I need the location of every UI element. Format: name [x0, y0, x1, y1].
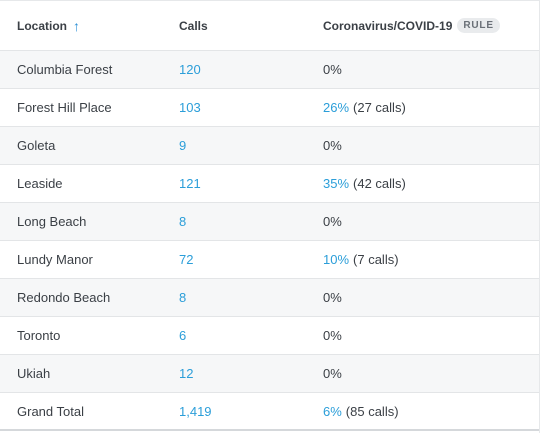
- covid-value: 0%: [323, 290, 342, 305]
- column-header-covid[interactable]: Coronavirus/COVID-19 RULE: [323, 1, 500, 50]
- table-row: Goleta 9 0%: [0, 127, 539, 165]
- table-row: Columbia Forest 120 0%: [0, 51, 539, 89]
- covid-percent: 0%: [323, 214, 342, 229]
- location-name: Ukiah: [17, 366, 51, 381]
- calls-cell: 120: [179, 51, 201, 88]
- covid-calls-count: (42 calls): [353, 176, 406, 191]
- calls-link[interactable]: 12: [179, 366, 194, 381]
- calls-cell: 6: [179, 317, 186, 354]
- covid-cell: 0%: [323, 279, 342, 316]
- location-cell: Lundy Manor: [17, 241, 93, 278]
- location-cell: Ukiah: [17, 355, 50, 392]
- covid-percent: 0%: [323, 290, 342, 305]
- arrow-up-icon[interactable]: ↑: [73, 17, 80, 34]
- location-cell: Columbia Forest: [17, 51, 112, 88]
- covid-cell: 0%: [323, 127, 342, 164]
- location-name: Forest Hill Place: [17, 100, 112, 115]
- covid-percent: 0%: [323, 366, 342, 381]
- column-header-covid-label: Coronavirus/COVID-19: [323, 18, 453, 33]
- calls-link[interactable]: 120: [179, 62, 201, 77]
- table-header: Location ↑ Calls Coronavirus/COVID-19 RU…: [0, 1, 539, 51]
- location-name: Columbia Forest: [17, 62, 113, 77]
- grand-total-calls-link[interactable]: 1,419: [179, 403, 212, 419]
- location-name: Long Beach: [17, 214, 87, 229]
- covid-cell: 0%: [323, 51, 342, 88]
- grand-total-covid-calls-count: (85 calls): [345, 403, 399, 419]
- calls-cell: 12: [179, 355, 193, 392]
- covid-value: 0%: [323, 366, 342, 381]
- table-row: Leaside 121 35% (42 calls): [0, 165, 539, 203]
- covid-cell: 0%: [323, 355, 342, 392]
- covid-percent-link[interactable]: 35%: [323, 176, 350, 191]
- calls-link[interactable]: 6: [179, 328, 187, 343]
- covid-percent-link[interactable]: 26%: [323, 100, 350, 115]
- calls-cell: 8: [179, 279, 186, 316]
- location-cell: Long Beach: [17, 203, 86, 240]
- location-name: Leaside: [17, 176, 63, 191]
- column-header-location-label: Location: [17, 18, 67, 33]
- table-row: Forest Hill Place 103 26% (27 calls): [0, 89, 539, 127]
- covid-calls-count: (7 calls): [353, 252, 399, 267]
- covid-value: 10% (7 calls): [323, 252, 399, 267]
- covid-cell: 35% (42 calls): [323, 165, 406, 202]
- covid-percent: 0%: [323, 328, 342, 343]
- covid-value: 0%: [323, 138, 342, 153]
- calls-link[interactable]: 9: [179, 138, 187, 153]
- covid-value: 0%: [323, 214, 342, 229]
- location-name: Redondo Beach: [17, 290, 111, 305]
- grand-total-covid-percent-link[interactable]: 6%: [323, 403, 342, 419]
- covid-cell: 26% (27 calls): [323, 89, 406, 126]
- location-name: Lundy Manor: [17, 252, 93, 267]
- calls-cell: 103: [179, 89, 201, 126]
- calls-link[interactable]: 121: [179, 176, 201, 191]
- location-cell: Toronto: [17, 317, 60, 354]
- calls-link[interactable]: 8: [179, 290, 187, 305]
- table-row: Toronto 6 0%: [0, 317, 539, 355]
- grand-total-label-cell: Grand Total: [17, 393, 84, 429]
- calls-cell: 9: [179, 127, 186, 164]
- covid-value: 0%: [323, 62, 342, 77]
- grand-total-row: Grand Total 1,419 6% (85 calls): [0, 393, 539, 431]
- covid-value: 35% (42 calls): [323, 176, 406, 191]
- covid-value: 26% (27 calls): [323, 100, 406, 115]
- rule-badge: RULE: [457, 18, 500, 33]
- column-header-calls-label: Calls: [179, 18, 208, 33]
- grand-total-label: Grand Total: [17, 403, 84, 419]
- grand-total-covid-cell: 6% (85 calls): [323, 393, 399, 429]
- covid-cell: 0%: [323, 203, 342, 240]
- grand-total-covid-value: 6% (85 calls): [323, 404, 399, 419]
- column-header-location[interactable]: Location ↑: [17, 1, 80, 50]
- covid-percent-link[interactable]: 10%: [323, 252, 350, 267]
- table-row: Ukiah 12 0%: [0, 355, 539, 393]
- covid-percent: 0%: [323, 62, 342, 77]
- calls-link[interactable]: 72: [179, 252, 194, 267]
- location-cell: Redondo Beach: [17, 279, 110, 316]
- calls-cell: 8: [179, 203, 186, 240]
- calls-cell: 72: [179, 241, 193, 278]
- column-header-calls[interactable]: Calls: [179, 1, 208, 50]
- location-name: Toronto: [17, 328, 61, 343]
- location-cell: Leaside: [17, 165, 63, 202]
- location-cell: Goleta: [17, 127, 55, 164]
- calls-link[interactable]: 8: [179, 214, 187, 229]
- covid-calls-count: (27 calls): [353, 100, 406, 115]
- calls-link[interactable]: 103: [179, 100, 201, 115]
- table-row: Redondo Beach 8 0%: [0, 279, 539, 317]
- covid-cell: 10% (7 calls): [323, 241, 399, 278]
- location-name: Goleta: [17, 138, 56, 153]
- grand-total-calls-cell: 1,419: [179, 393, 212, 429]
- table-row: Lundy Manor 72 10% (7 calls): [0, 241, 539, 279]
- location-cell: Forest Hill Place: [17, 89, 112, 126]
- covid-percent: 0%: [323, 138, 342, 153]
- covid-value: 0%: [323, 328, 342, 343]
- covid-cell: 0%: [323, 317, 342, 354]
- calls-cell: 121: [179, 165, 201, 202]
- table-row: Long Beach 8 0%: [0, 203, 539, 241]
